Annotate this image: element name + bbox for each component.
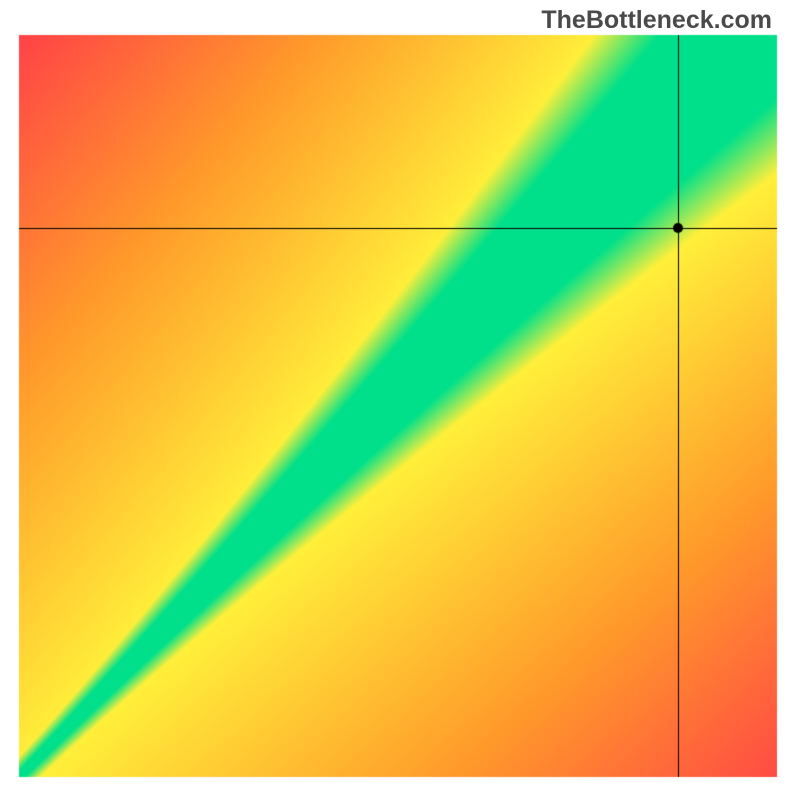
bottleneck-heatmap-canvas [0,0,800,800]
chart-container: TheBottleneck.com [0,0,800,800]
watermark-text: TheBottleneck.com [541,6,772,35]
